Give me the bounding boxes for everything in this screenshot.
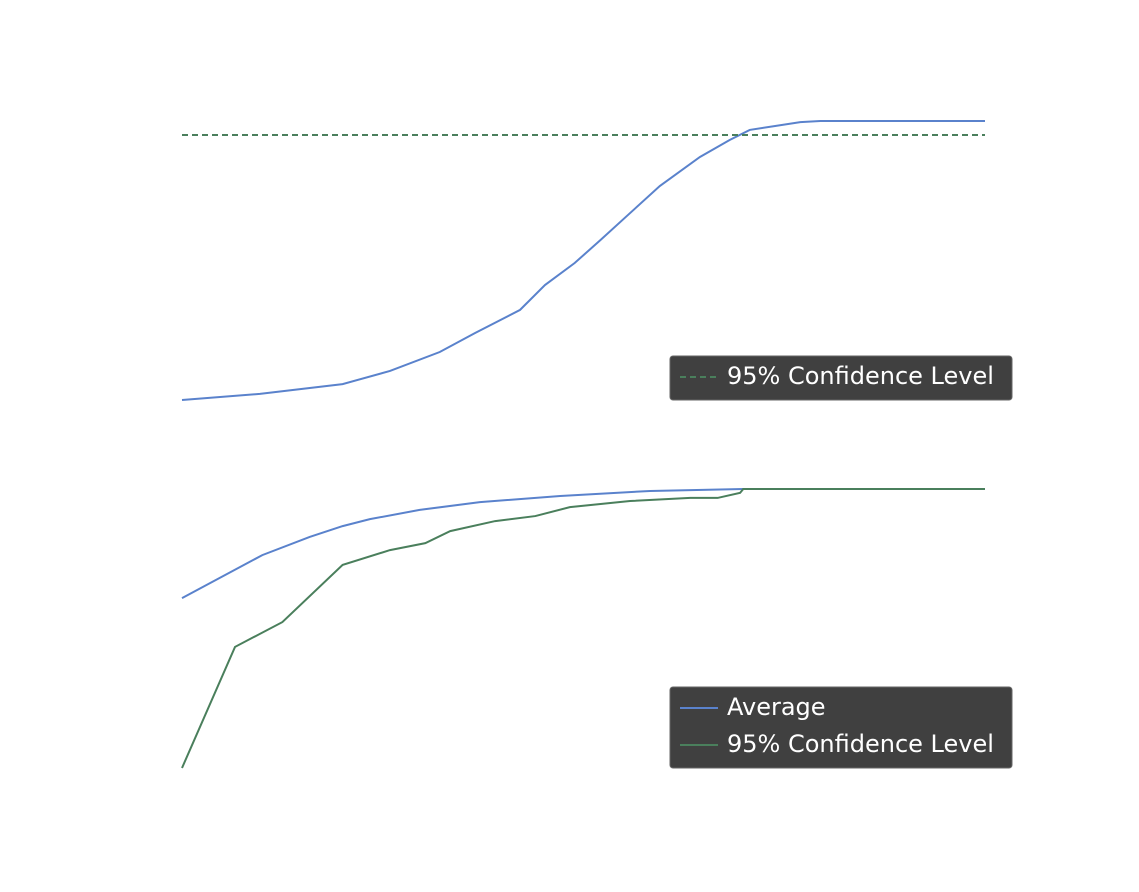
- legend-label: Average: [727, 693, 826, 721]
- series-line: [181, 488, 985, 599]
- legend-box: [669, 355, 1013, 401]
- series-line: [181, 120, 985, 401]
- legend-label: 95% Confidence Level: [727, 730, 994, 758]
- series-line: [181, 488, 985, 769]
- legend-label: 95% Confidence Level: [727, 362, 994, 390]
- legend-box: [669, 686, 1013, 769]
